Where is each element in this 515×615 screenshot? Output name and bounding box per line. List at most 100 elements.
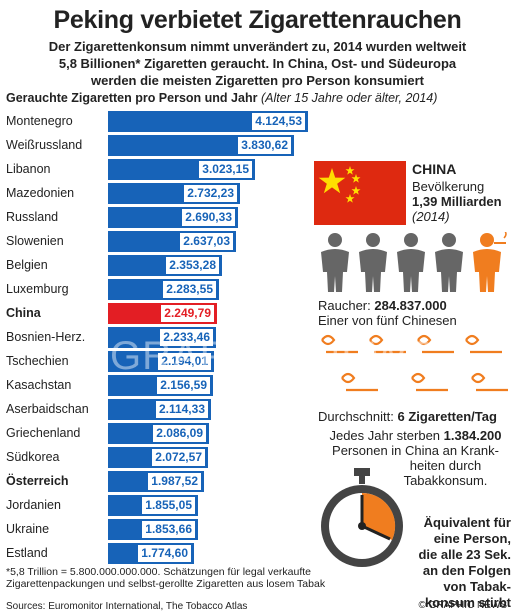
bar-row: Slowenien 2.637,03 — [0, 231, 320, 252]
category-label: Luxemburg — [6, 282, 69, 296]
deaths-line: Tabakkonsum. — [403, 473, 488, 488]
category-label: Bosnien-Herz. — [6, 330, 86, 344]
population-label: Bevölkerung — [412, 179, 485, 194]
bar: 2.086,09 — [108, 423, 209, 444]
category-label: Slowenien — [6, 234, 64, 248]
category-label: Estland — [6, 546, 48, 560]
smokers-ratio: Einer von fünf Chinesen — [318, 313, 457, 328]
footnote-line: *5,8 Trillion = 5.800.000.000.000. Schät… — [6, 566, 312, 578]
bar: 4.124,53 — [108, 111, 308, 132]
bar: 2.249,79 — [108, 303, 217, 324]
cigarette-icon — [411, 372, 448, 392]
equivalent-line: eine Person, — [433, 531, 511, 546]
equivalent-line: konsum stirbt — [425, 595, 511, 610]
person-icon — [435, 233, 463, 292]
cigarette-icon — [369, 334, 406, 354]
bar: 2.732,23 — [108, 183, 240, 204]
category-label: Tschechien — [6, 354, 69, 368]
cigarette-icon — [471, 372, 508, 392]
cigarette-icon — [417, 334, 454, 354]
copyright: © GRAPHIC NEWS — [418, 600, 508, 611]
bar-row: Bosnien-Herz. 2.233,46 — [0, 327, 320, 348]
subtitle-line: 5,8 Billionen* Zigaretten geraucht. In C… — [58, 56, 457, 71]
bar-value-label: 1.774,60 — [138, 545, 191, 562]
bar: 2.353,28 — [108, 255, 222, 276]
category-label: Belgien — [6, 258, 48, 272]
bar-value-label: 2.156,59 — [157, 377, 210, 394]
bar-value-label: 2.732,23 — [184, 185, 237, 202]
bar: 3.830,62 — [108, 135, 294, 156]
person-icon — [321, 233, 349, 292]
bar: 2.194,01 — [108, 351, 214, 372]
china-flag — [314, 161, 406, 225]
bar-value-label: 2.690,33 — [182, 209, 235, 226]
equivalent-line: von Tabak- — [443, 579, 511, 594]
bar-row: Ukraine 1.853,66 — [0, 519, 320, 540]
bar-value-label: 4.124,53 — [252, 113, 305, 130]
bar-value-label: 1.987,52 — [148, 473, 201, 490]
cigarette-icon — [321, 334, 358, 354]
bar: 2.156,59 — [108, 375, 213, 396]
bar: 1.987,52 — [108, 471, 204, 492]
person-icon — [359, 233, 387, 292]
bar-value-label: 3.830,62 — [238, 137, 291, 154]
bar: 3.023,15 — [108, 159, 255, 180]
bar-value-label: 1.853,66 — [142, 521, 195, 538]
bar-row: Belgien 2.353,28 — [0, 255, 320, 276]
category-label: Griechenland — [6, 426, 81, 440]
bar: 2.283,55 — [108, 279, 219, 300]
bar: 2.690,33 — [108, 207, 238, 228]
category-label: Südkorea — [6, 450, 60, 464]
category-label: Weißrussland — [6, 138, 83, 152]
bar: 2.114,33 — [108, 399, 211, 420]
stopwatch-icon — [321, 468, 403, 567]
people-icons — [321, 232, 507, 292]
footnote: *5,8 Trillion = 5.800.000.000.000. Schät… — [6, 566, 436, 590]
category-label: Jordanien — [6, 498, 61, 512]
subtitle-line: werden die meisten Zigaretten pro Person… — [90, 73, 425, 88]
category-label: Mazedonien — [6, 186, 75, 200]
bar-value-label: 3.023,15 — [199, 161, 252, 178]
bar: 2.072,57 — [108, 447, 208, 468]
smoker-icon — [473, 232, 507, 292]
bar-value-label: 2.637,03 — [180, 233, 233, 250]
category-label: Russland — [6, 210, 59, 224]
bar-value-label: 2.283,55 — [163, 281, 216, 298]
chart-heading-note: (Alter 15 Jahre oder älter, 2014) — [260, 91, 438, 105]
bar-row: Libanon 3.023,15 — [0, 159, 320, 180]
bar-row: China 2.249,79 — [0, 303, 320, 324]
category-label: Österreich — [6, 474, 69, 488]
sources: Sources: Euromonitor International, The … — [6, 601, 248, 612]
bar-row: Mazedonien 2.732,23 — [0, 183, 320, 204]
bar-row: Luxemburg 2.283,55 — [0, 279, 320, 300]
category-label: Aserbaidschan — [6, 402, 89, 416]
category-label: Kasachstan — [6, 378, 72, 392]
footnote-line: Zigarettenpackungen und selbst-gerollte … — [6, 578, 326, 590]
china-population: Bevölkerung 1,39 Milliarden (2014) — [412, 179, 502, 224]
bar-value-label: 1.855,05 — [142, 497, 195, 514]
average-value: 6 Zigaretten/Tag — [397, 409, 497, 424]
deaths-pre: Jedes Jahr sterben — [329, 428, 441, 443]
average-label: Durchschnitt: — [318, 409, 394, 424]
bar-row: Russland 2.690,33 — [0, 207, 320, 228]
bar: 1.774,60 — [108, 543, 194, 564]
bar: 1.855,05 — [108, 495, 198, 516]
bar-row: Estland 1.774,60 — [0, 543, 320, 564]
bar-row: Aserbaidschan 2.114,33 — [0, 399, 320, 420]
smokers-value: 284.837.000 — [374, 298, 447, 313]
chart-heading: Gerauchte Zigaretten pro Person und Jahr… — [6, 91, 437, 105]
deaths-line: Personen in China an Krank- — [332, 443, 499, 458]
china-flag-stars — [318, 166, 361, 203]
cigarette-icon — [341, 372, 378, 392]
deaths-info: Jedes Jahr sterben 1.384.200 Personen in… — [318, 428, 513, 488]
deaths-line: heiten durch — [409, 458, 482, 473]
bar-row: Kasachstan 2.156,59 — [0, 375, 320, 396]
smokers-label: Raucher: — [318, 298, 371, 313]
bar-row: Tschechien 2.194,01 — [0, 351, 320, 372]
bar: 2.233,46 — [108, 327, 216, 348]
bar: 1.853,66 — [108, 519, 198, 540]
average-info: Durchschnitt: 6 Zigaretten/Tag — [318, 409, 497, 424]
chart-heading-text: Gerauchte Zigaretten pro Person und Jahr — [6, 91, 258, 105]
category-label: Montenegro — [6, 114, 73, 128]
bar-row: Montenegro 4.124,53 — [0, 111, 320, 132]
